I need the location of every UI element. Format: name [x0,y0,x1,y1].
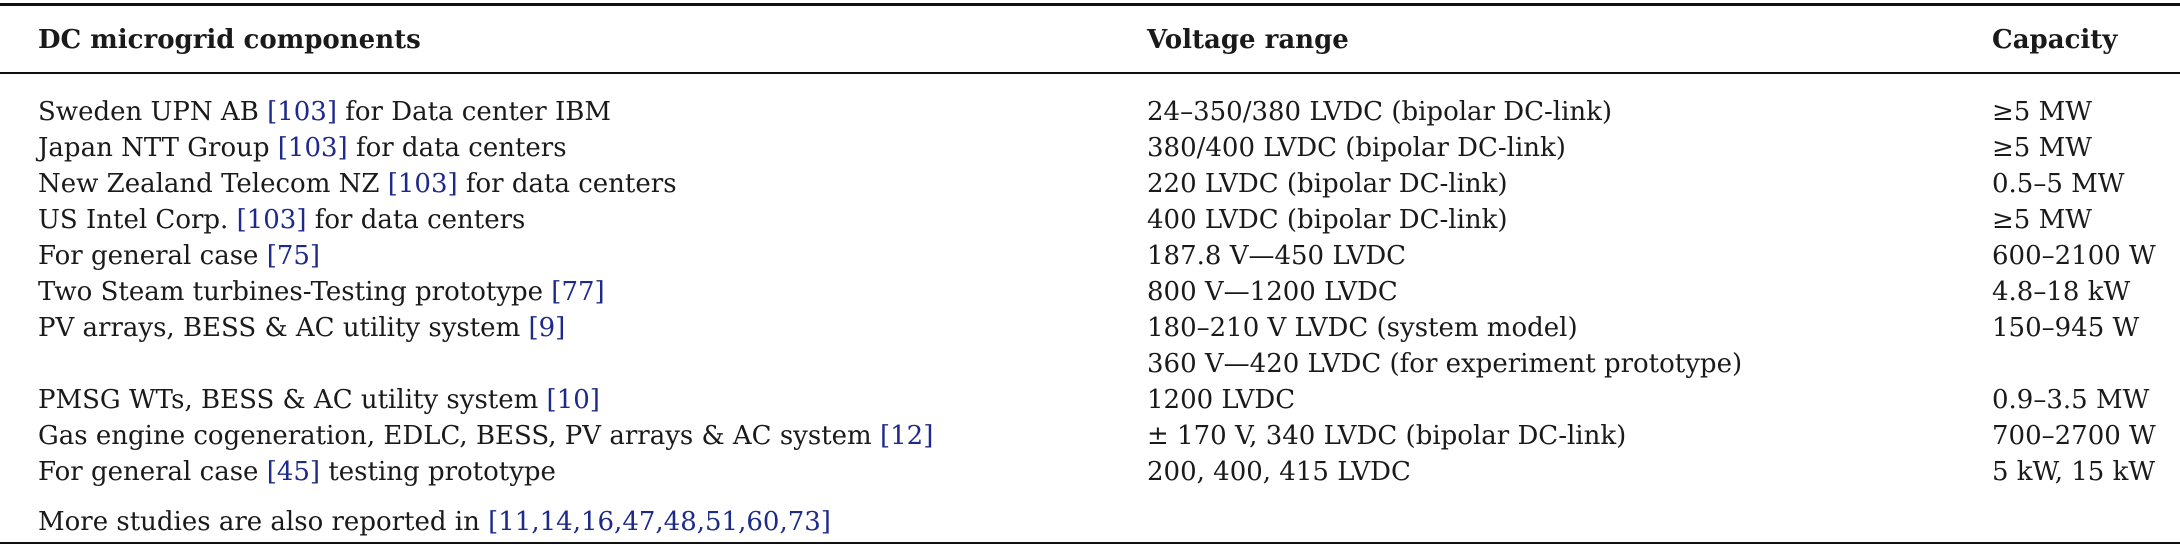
table-row: Japan NTT Group [103] for data centers 38… [0,130,2180,166]
component-text: Gas engine cogeneration, EDLC, BESS, PV … [38,421,880,451]
component-text: For general case [38,241,267,271]
capacity-cell: ≥5 MW [1992,205,2092,235]
voltage-cell: 1200 LVDC [1147,385,1296,415]
voltage-cell: 24–350/380 LVDC (bipolar DC-link) [1147,97,1613,127]
capacity-cell: 0.5–5 MW [1992,169,2125,199]
reference-link[interactable]: [10] [546,385,600,415]
footnote-text: More studies are also reported in [38,507,489,537]
table-row: Two Steam turbines-Testing prototype [77… [0,274,2180,310]
table-row: Sweden UPN AB [103] for Data center IBM 2… [0,94,2180,130]
table-row: PMSG WTs, BESS & AC utility system [10] 1… [0,382,2180,418]
component-cell: PMSG WTs, BESS & AC utility system [10] [38,382,600,418]
table-row: 360 V—420 LVDC (for experiment prototype… [0,346,2180,382]
footnote-reference-link[interactable]: [11,14,16,47,48,51,60,73] [488,507,831,537]
voltage-cell: 400 LVDC (bipolar DC-link) [1147,205,1508,235]
component-text-suffix: for Data center IBM [336,97,611,127]
component-cell: Sweden UPN AB [103] for Data center IBM [38,94,611,130]
voltage-cell: 220 LVDC (bipolar DC-link) [1147,169,1508,199]
table-bottom-rule [0,542,2180,544]
component-text-suffix: testing prototype [320,457,556,487]
component-cell: For general case [45] testing prototype [38,454,556,490]
table-header-rule [0,72,2180,74]
capacity-cell: 150–945 W [1992,313,2140,343]
reference-link[interactable]: [75] [266,241,321,271]
capacity-cell: 5 kW, 15 kW [1992,457,2156,487]
reference-link[interactable]: [9] [528,313,566,343]
component-text: Two Steam turbines-Testing prototype [38,277,552,307]
reference-link[interactable]: [103] [267,97,337,127]
voltage-cell: 180–210 V LVDC (system model) [1147,313,1578,343]
table-row: For general case [45] testing prototype 2… [0,454,2180,490]
reference-link[interactable]: [103] [236,205,307,235]
header-components: DC microgrid components [38,25,421,55]
table-top-rule [0,3,2180,6]
component-cell: Gas engine cogeneration, EDLC, BESS, PV … [38,418,933,454]
voltage-cell: ± 170 V, 340 LVDC (bipolar DC-link) [1147,421,1627,451]
table-row: US Intel Corp. [103] for data centers 400… [0,202,2180,238]
component-text: Sweden UPN AB [38,97,268,127]
component-text: US Intel Corp. [38,205,237,235]
voltage-cell: 800 V—1200 LVDC [1147,277,1398,307]
component-text: PV arrays, BESS & AC utility system [38,313,529,343]
component-text: For general case [38,457,267,487]
component-text-suffix: for data centers [347,133,567,163]
capacity-cell: ≥5 MW [1992,97,2092,127]
table-row: Gas engine cogeneration, EDLC, BESS, PV … [0,418,2180,454]
component-text: New Zealand Telecom NZ [38,169,388,199]
capacity-cell: 600–2100 W [1992,241,2156,271]
capacity-cell: ≥5 MW [1992,133,2092,163]
voltage-cell: 360 V—420 LVDC (for experiment prototype… [1147,349,1743,379]
component-cell: US Intel Corp. [103] for data centers [38,202,525,238]
reference-link[interactable]: [12] [879,421,934,451]
component-text: PMSG WTs, BESS & AC utility system [38,385,547,415]
component-text: Japan NTT Group [38,133,278,163]
table-footnote: More studies are also reported in [11,14… [38,504,831,540]
table-row: PV arrays, BESS & AC utility system [9] 1… [0,310,2180,346]
capacity-cell: 0.9–3.5 MW [1992,385,2150,415]
table-body: Sweden UPN AB [103] for Data center IBM 2… [0,94,2180,490]
voltage-cell: 380/400 LVDC (bipolar DC-link) [1147,133,1566,163]
component-cell: PV arrays, BESS & AC utility system [9] [38,310,565,346]
component-cell: Two Steam turbines-Testing prototype [77… [38,274,605,310]
capacity-cell: 4.8–18 kW [1992,277,2131,307]
header-capacity: Capacity [1992,25,2118,55]
voltage-cell: 187.8 V—450 LVDC [1147,241,1407,271]
table-row: New Zealand Telecom NZ [103] for data ce… [0,166,2180,202]
component-cell: For general case [75] [38,238,320,274]
capacity-cell: 700–2700 W [1992,421,2156,451]
table-row: For general case [75] 187.8 V—450 LVDC 600… [0,238,2180,274]
reference-link[interactable]: [103] [387,169,458,199]
component-cell: Japan NTT Group [103] for data centers [38,130,567,166]
component-cell: New Zealand Telecom NZ [103] for data ce… [38,166,677,202]
reference-link[interactable]: [103] [277,133,348,163]
reference-link[interactable]: [45] [266,457,321,487]
component-text-suffix: for data centers [306,205,526,235]
voltage-cell: 200, 400, 415 LVDC [1147,457,1411,487]
header-voltage-range: Voltage range [1147,25,1349,55]
reference-link[interactable]: [77] [551,277,605,307]
component-text-suffix: for data centers [457,169,677,199]
